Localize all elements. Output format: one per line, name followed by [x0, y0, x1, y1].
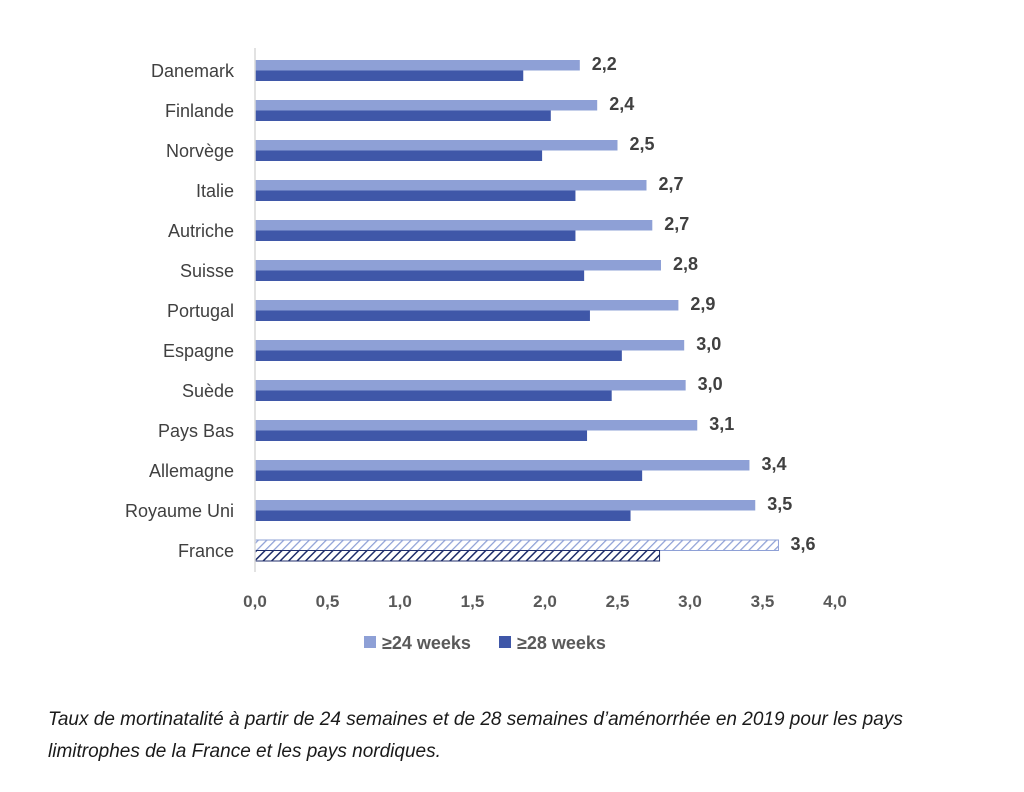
- bar-28w-autriche: [255, 230, 576, 241]
- data-label-italie: 2,7: [659, 174, 684, 194]
- x-tick-label: 0,0: [243, 592, 267, 611]
- bar-24w-portugal: [255, 300, 679, 311]
- bar-24w-italie: [255, 180, 647, 191]
- bar-28w-pays-bas: [255, 430, 588, 441]
- bar-24w-finlande: [255, 100, 598, 111]
- data-label-france: 3,6: [790, 534, 815, 554]
- data-label-allemagne: 3,4: [761, 454, 786, 474]
- x-axis-tick-labels: 0,0 0,5 1,0 1,5 2,0 2,5 3,0 3,5 4,0: [243, 592, 847, 611]
- x-tick-label: 2,0: [533, 592, 557, 611]
- data-label-espagne: 3,0: [696, 334, 721, 354]
- bar-24w-royaume-uni: [255, 500, 756, 511]
- bar-28w-norvege: [255, 150, 543, 161]
- x-tick-label: 3,0: [678, 592, 702, 611]
- x-tick-label: 0,5: [316, 592, 340, 611]
- data-label-finlande: 2,4: [609, 94, 634, 114]
- legend-swatch-28: [499, 636, 511, 648]
- bar-28w-danemark: [255, 70, 524, 81]
- legend-label-24: ≥24 weeks: [382, 633, 471, 653]
- bar-24w-france: [254, 539, 779, 551]
- bar-24w-norvege: [255, 140, 618, 151]
- category-label-danemark: Danemark: [151, 61, 235, 81]
- legend: ≥24 weeks ≥28 weeks: [364, 633, 606, 653]
- category-label-autriche: Autriche: [168, 221, 234, 241]
- category-label-norvege: Norvège: [166, 141, 234, 161]
- bar-24w-allemagne: [255, 460, 750, 471]
- legend-label-28: ≥28 weeks: [517, 633, 606, 653]
- bar-24w-pays-bas: [255, 420, 698, 431]
- category-label-italie: Italie: [196, 181, 234, 201]
- x-tick-label: 1,5: [461, 592, 485, 611]
- x-tick-label: 2,5: [606, 592, 630, 611]
- bar-28w-finlande: [255, 110, 551, 121]
- x-tick-label: 1,0: [388, 592, 412, 611]
- bar-24w-autriche: [255, 220, 653, 231]
- legend-swatch-24: [364, 636, 376, 648]
- category-label-portugal: Portugal: [167, 301, 234, 321]
- bar-24w-espagne: [255, 340, 685, 351]
- x-tick-label: 3,5: [751, 592, 775, 611]
- bar-28w-italie: [255, 190, 576, 201]
- category-label-espagne: Espagne: [163, 341, 234, 361]
- data-labels: 2,22,42,52,72,72,82,93,03,03,13,43,53,6: [592, 54, 816, 554]
- bar-28w-allemagne: [255, 470, 643, 481]
- bar-28w-espagne: [255, 350, 622, 361]
- bar-24w-suede: [255, 380, 686, 391]
- x-tick-label: 4,0: [823, 592, 847, 611]
- data-label-suisse: 2,8: [673, 254, 698, 274]
- data-label-danemark: 2,2: [592, 54, 617, 74]
- bar-24w-suisse: [255, 260, 661, 271]
- category-label-suisse: Suisse: [180, 261, 234, 281]
- category-label-france: France: [178, 541, 234, 561]
- figure-caption: Taux de mortinatalité à partir de 24 sem…: [48, 709, 903, 762]
- bar-28w-portugal: [255, 310, 590, 321]
- data-label-royaume-uni: 3,5: [767, 494, 792, 514]
- category-label-allemagne: Allemagne: [149, 461, 234, 481]
- bar-24w-danemark: [255, 60, 580, 71]
- data-label-norvege: 2,5: [630, 134, 655, 154]
- category-labels: Danemark Finlande Norvège Italie Autriche Sui…: [125, 61, 235, 561]
- data-label-portugal: 2,9: [690, 294, 715, 314]
- category-label-finlande: Finlande: [165, 101, 234, 121]
- bar-28w-suede: [255, 390, 612, 401]
- bar-chart: Danemark Finlande Norvège Italie Autriche Sui…: [125, 48, 847, 653]
- category-label-pays-bas: Pays Bas: [158, 421, 234, 441]
- data-label-autriche: 2,7: [664, 214, 689, 234]
- bars: [254, 60, 779, 562]
- bar-28w-france: [254, 550, 661, 562]
- category-label-royaume-uni: Royaume Uni: [125, 501, 234, 521]
- data-label-pays-bas: 3,1: [709, 414, 734, 434]
- data-label-suede: 3,0: [698, 374, 723, 394]
- bar-28w-royaume-uni: [255, 510, 631, 521]
- category-label-suede: Suède: [182, 381, 234, 401]
- bar-28w-suisse: [255, 270, 585, 281]
